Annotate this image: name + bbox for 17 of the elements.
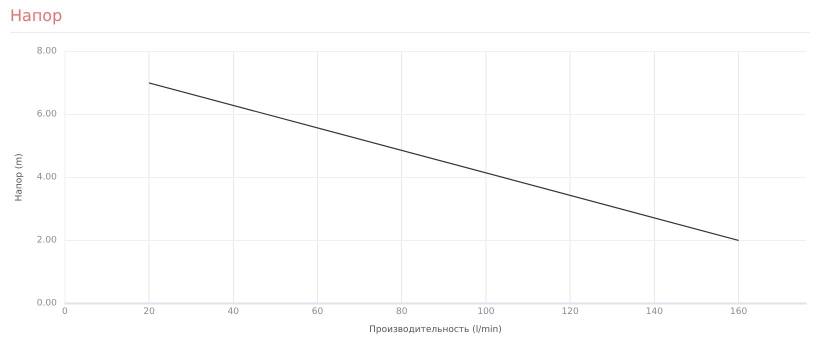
y-tick-label: 4.00 bbox=[36, 172, 58, 183]
x-axis-title: Производительность (l/min) bbox=[369, 324, 502, 335]
chart-title: Напор bbox=[10, 6, 62, 25]
x-tick-label: 0 bbox=[62, 307, 68, 318]
x-tick-label: 80 bbox=[396, 307, 408, 318]
x-tick-label: 160 bbox=[730, 307, 748, 318]
y-tick-label: 2.00 bbox=[36, 236, 58, 246]
x-tick-label: 20 bbox=[143, 307, 156, 318]
y-tick-label: 6.00 bbox=[36, 110, 58, 120]
x-tick-label: 120 bbox=[562, 307, 580, 318]
y-axis-title: Напор (m) bbox=[14, 153, 25, 202]
x-tick-label: 60 bbox=[312, 307, 324, 318]
y-tick-label: 8.00 bbox=[36, 46, 58, 57]
y-tick-label: 0.00 bbox=[36, 298, 58, 309]
x-tick-label: 40 bbox=[228, 307, 240, 318]
x-tick-label: 100 bbox=[477, 307, 495, 318]
x-tick-label: 140 bbox=[646, 307, 664, 318]
